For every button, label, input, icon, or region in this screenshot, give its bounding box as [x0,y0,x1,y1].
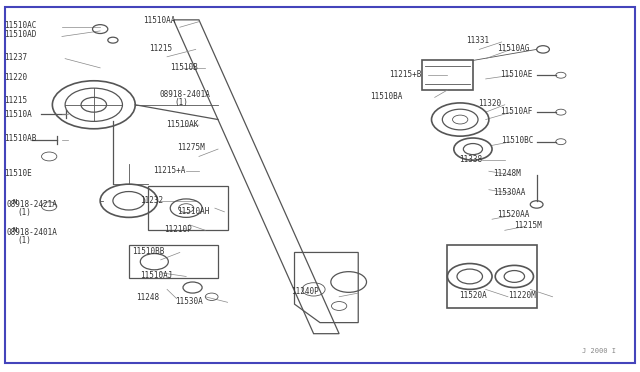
Text: 11331: 11331 [467,36,490,45]
Text: 11510AF: 11510AF [500,106,532,116]
Text: 11215: 11215 [149,44,172,53]
Text: 08918-2401A: 08918-2401A [159,90,211,99]
Text: 11530AA: 11530AA [493,188,525,197]
Text: 11220M: 11220M [508,291,536,300]
Text: 11510AJ: 11510AJ [140,271,173,280]
Text: 11520A: 11520A [459,291,486,300]
Text: 11240P: 11240P [291,288,319,296]
Text: 11510BC: 11510BC [502,136,534,145]
Text: 11320: 11320 [478,99,501,108]
Text: 11215M: 11215M [515,221,542,230]
Text: 11530A: 11530A [175,297,202,306]
Text: 11510AB: 11510AB [4,134,37,143]
Text: 11510A: 11510A [4,109,33,119]
Text: 11510AC: 11510AC [4,21,37,30]
Text: 11510B: 11510B [170,62,198,72]
Text: 11510AE: 11510AE [500,70,532,78]
Text: 11220: 11220 [4,73,28,81]
Text: 08918-2401A: 08918-2401A [6,228,58,237]
Text: 11510BA: 11510BA [370,92,402,101]
Text: N: N [13,227,17,233]
Text: 11237: 11237 [4,53,28,62]
Text: 11510AG: 11510AG [497,44,529,53]
Text: 11510AK: 11510AK [166,120,198,129]
Text: 11215+B: 11215+B [389,70,421,78]
Text: 11215: 11215 [4,96,28,105]
Text: J 2000 I: J 2000 I [582,348,616,354]
Text: 11232: 11232 [140,196,163,205]
Text: 11248: 11248 [136,293,159,302]
Text: 11510BB: 11510BB [132,247,164,256]
Text: 11275M: 11275M [177,144,204,153]
Text: 11215+A: 11215+A [153,166,186,174]
Text: 11520AA: 11520AA [497,210,529,219]
Text: 11510AH: 11510AH [177,206,209,216]
Text: (1): (1) [175,98,189,107]
Text: 11510AA: 11510AA [143,16,175,25]
Text: 11210P: 11210P [164,225,191,234]
Text: 11248M: 11248M [493,169,521,178]
Text: 11510E: 11510E [4,169,33,177]
Text: N: N [13,199,17,205]
Text: (1): (1) [17,208,31,217]
Text: (1): (1) [17,236,31,245]
Text: 11338: 11338 [459,154,482,164]
Text: 08918-2421A: 08918-2421A [6,200,58,209]
Text: 11510AD: 11510AD [4,30,37,39]
